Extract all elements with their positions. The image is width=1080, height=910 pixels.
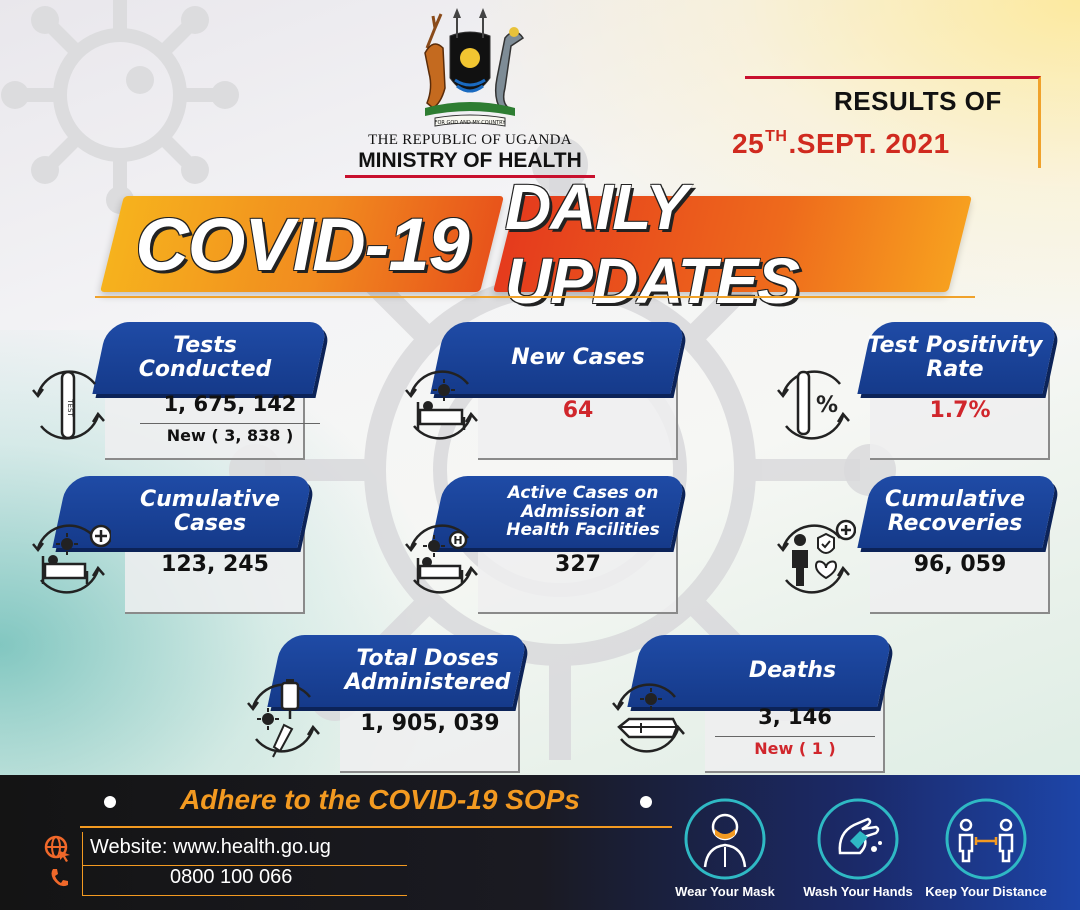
card-new-cases: New Cases 64 — [398, 322, 698, 460]
card-value: 123, 245 — [161, 552, 269, 577]
card-label: Deaths — [748, 657, 837, 683]
card-value: 1, 675, 142 — [163, 392, 297, 416]
coffin-icon — [612, 683, 685, 753]
card-value: 96, 059 — [913, 552, 1007, 577]
test-tube-percent-icon: % — [777, 370, 850, 440]
results-day: 25 — [732, 128, 765, 159]
svg-text:H: H — [453, 534, 462, 547]
card-label: Active Cases on Admission at Health Faci… — [506, 482, 660, 541]
card-label: Test Positivity Rate — [867, 332, 1043, 382]
website-link[interactable]: Website: www.health.go.ug — [90, 836, 331, 858]
card-sub-value: New ( 1 ) — [754, 739, 836, 758]
card-cumulative-cases: Cumulative Cases 123, 245 — [25, 476, 325, 614]
sop-message: Adhere to the COVID-19 SOPs — [180, 784, 580, 815]
patient-bed-icon — [405, 370, 478, 440]
test-tube-icon: TEST — [32, 370, 105, 440]
phone-number[interactable]: 0800 100 066 — [170, 866, 293, 888]
card-divider — [715, 736, 875, 737]
card-label: New Cases — [511, 344, 645, 370]
card-value: 1, 905, 039 — [360, 711, 500, 736]
card-active-cases: Active Cases on Admission at Health Faci… — [398, 476, 698, 614]
card-divider — [140, 423, 320, 424]
uganda-coat-of-arms-logo: FOR GOD AND MY COUNTRY — [424, 8, 525, 127]
footer-bar — [0, 775, 1080, 910]
results-title: RESULTS OF — [834, 86, 1002, 116]
contact-divider — [82, 832, 83, 895]
keep-distance-label: Keep Your Distance — [925, 884, 1047, 899]
keep-distance-icon — [945, 798, 1027, 880]
vaccine-syringe-icon — [247, 679, 320, 758]
ministry-label: MINISTRY OF HEALTH — [358, 149, 582, 172]
republic-label: THE REPUBLIC OF UGANDA — [368, 132, 572, 148]
card-label: Tests Conducted — [138, 332, 272, 382]
card-label: Cumulative Cases — [139, 486, 281, 536]
svg-text:FOR GOD AND MY COUNTRY: FOR GOD AND MY COUNTRY — [435, 120, 507, 126]
globe-icon — [44, 835, 70, 862]
card-label: Cumulative Recoveries — [884, 486, 1026, 536]
svg-text:%: % — [816, 393, 838, 418]
card-value: 1.7% — [929, 398, 991, 423]
contact-line — [82, 865, 407, 866]
patient-bed-plus-icon — [32, 524, 111, 594]
results-month-year: .SEPT. 2021 — [788, 128, 950, 159]
sop-underline — [80, 826, 672, 828]
banner-title-covid: COVID-19 — [135, 202, 469, 286]
ministry-underline — [345, 175, 595, 178]
card-label: Total Doses Administered — [344, 645, 511, 695]
results-date: 25TH.SEPT. 2021 — [732, 128, 950, 160]
svg-text:TEST: TEST — [66, 398, 74, 417]
card-tests-conducted: Tests Conducted TEST 1, 675, 142 New ( 3… — [25, 322, 328, 460]
phone-icon — [51, 869, 68, 887]
contact-line — [82, 895, 407, 896]
bullet-dot-right — [640, 796, 652, 808]
card-deaths: Deaths 3, 146 New ( 1 ) — [605, 635, 905, 773]
wash-hands-icon — [817, 798, 899, 880]
card-value: 327 — [555, 552, 601, 577]
card-value: 64 — [562, 398, 594, 423]
results-frame — [745, 76, 1041, 168]
card-total-doses: Total Doses Administered 1, 905, 039 — [240, 635, 540, 773]
card-value: 3, 146 — [758, 705, 832, 729]
recovered-person-icon — [777, 519, 856, 594]
mask-icon — [684, 798, 766, 880]
banner-title-daily-updates: DAILY UPDATES — [505, 171, 800, 317]
card-sub-value: New ( 3, 838 ) — [166, 426, 294, 445]
bullet-dot-left — [104, 796, 116, 808]
card-cumulative-recoveries: Cumulative Recoveries 96, 059 — [770, 476, 1070, 614]
wash-hands-label: Wash Your Hands — [803, 884, 913, 899]
hospital-bed-icon: H — [405, 524, 478, 594]
mask-label: Wear Your Mask — [675, 884, 775, 899]
results-day-suffix: TH — [765, 128, 788, 145]
banner-underline — [95, 296, 975, 298]
card-test-positivity-rate: Test Positivity Rate % 1.7% — [770, 322, 1070, 460]
